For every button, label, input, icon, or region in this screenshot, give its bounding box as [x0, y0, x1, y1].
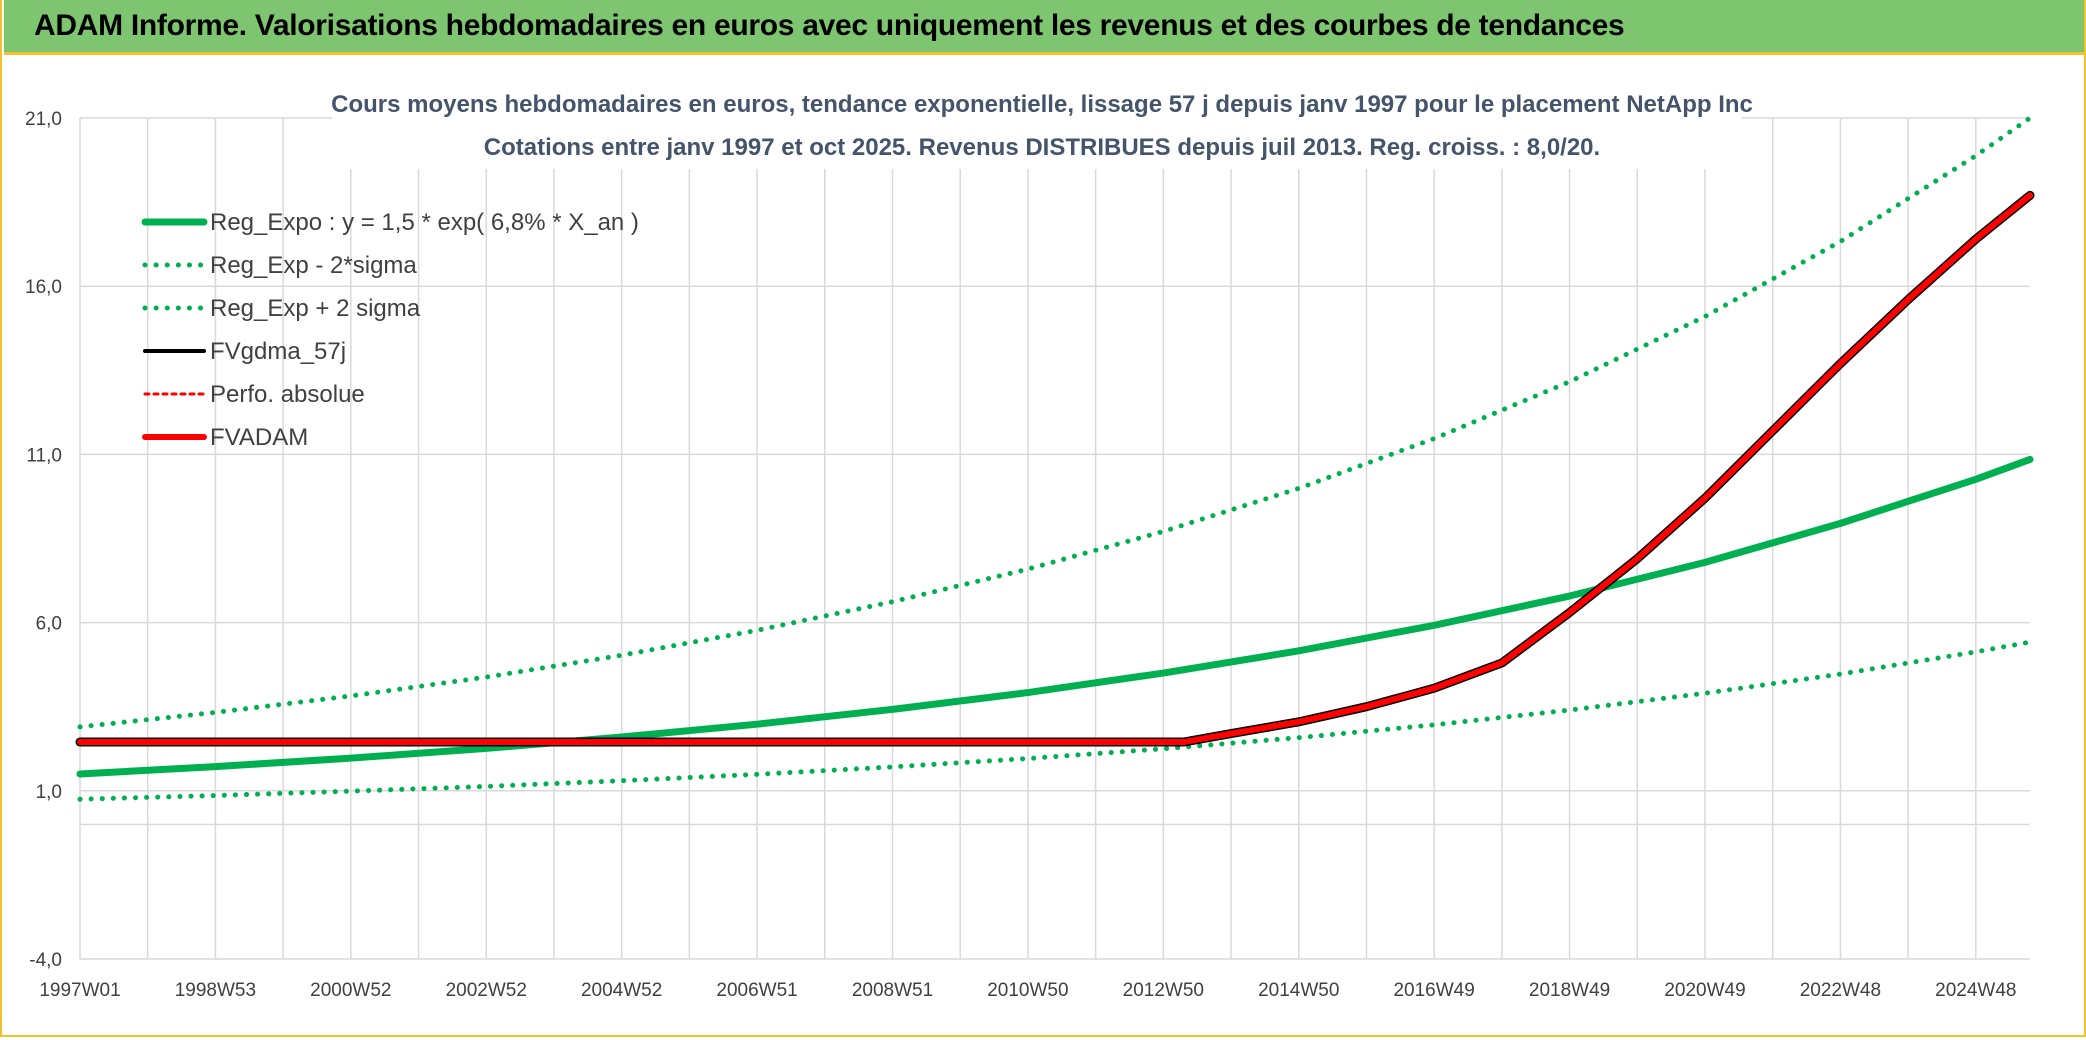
chart-subtitle: Cotations entre janv 1997 et oct 2025. R…: [484, 134, 1600, 161]
report-title: ADAM Informe. Valorisations hebdomadaire…: [34, 9, 1625, 42]
legend-reg-exp-minus: Reg_Exp - 2*sigma: [142, 252, 417, 279]
x-tick-label: 2006W51: [716, 980, 797, 1001]
legend-perfo-absolue: Perfo. absolue: [143, 381, 365, 408]
x-tick-label: 2004W52: [581, 980, 662, 1001]
legend-reg-exp-plus: Reg_Exp + 2 sigma: [142, 295, 421, 322]
grid-layer: [79, 117, 2030, 960]
legend-fvgdma: FVgdma_57j: [143, 338, 346, 365]
x-tick-label: 2008W51: [852, 980, 933, 1001]
x-tick-label: 2010W50: [987, 980, 1068, 1001]
y-tick-label: 16,0: [25, 277, 62, 298]
chart-area: -4,0 1,0 6,0 11,0 16,0 21,0 1997W01 1998W53 2000…: [2, 55, 2086, 1035]
x-tick-label: 1998W53: [175, 980, 256, 1001]
x-tick-label: 1997W01: [39, 980, 120, 1001]
y-tick-label: 11,0: [26, 445, 62, 466]
title-backdrop: [332, 85, 1742, 169]
x-tick-label: 2016W49: [1393, 980, 1474, 1001]
chart-title: Cours moyens hebdomadaires en euros, ten…: [331, 91, 1753, 118]
legend-label: Perfo. absolue: [210, 381, 365, 408]
valuation-chart: -4,0 1,0 6,0 11,0 16,0 21,0 1997W01 1998W53 2000…: [25, 85, 2035, 1001]
x-tick-label: 2018W49: [1529, 980, 1610, 1001]
x-tick-label: 2024W48: [1935, 980, 2016, 1001]
series-fvadam-line: [77, 192, 2033, 746]
legend-fvadam: FVADAM: [142, 424, 308, 451]
legend-label: FVgdma_57j: [210, 338, 346, 365]
axis-layer: -4,0 1,0 6,0 11,0 16,0 21,0 1997W01 1998W53 2000…: [25, 109, 2016, 1001]
legend-reg-expo: Reg_Expo : y = 1,5 * exp( 6,8% * X_an ): [141, 209, 639, 236]
y-tick-label: -4,0: [29, 950, 62, 971]
series-reg-exp-minus-line: [77, 639, 2033, 802]
y-tick-label: 21,0: [25, 109, 62, 130]
x-tick-label: 2020W49: [1664, 980, 1745, 1001]
series-reg-expo-line: [76, 455, 2034, 778]
legend-label: Reg_Exp - 2*sigma: [210, 252, 417, 279]
x-tick-label: 2000W52: [310, 980, 391, 1001]
x-tick-label: 2012W50: [1123, 980, 1204, 1001]
y-tick-label: 1,0: [36, 782, 62, 803]
series-reg-exp-plus-line: [77, 115, 2033, 730]
y-tick-label: 6,0: [36, 614, 62, 635]
series-layer: [75, 115, 2035, 802]
legend-label: Reg_Expo : y = 1,5 * exp( 6,8% * X_an ): [210, 209, 639, 236]
legend-label: FVADAM: [210, 424, 308, 451]
x-tick-label: 2014W50: [1258, 980, 1339, 1001]
chart-legend: Reg_Expo : y = 1,5 * exp( 6,8% * X_an ) R…: [141, 209, 639, 451]
x-tick-label: 2022W48: [1800, 980, 1881, 1001]
report-banner: ADAM Informe. Valorisations hebdomadaire…: [4, 0, 2084, 55]
x-tick-label: 2002W52: [446, 980, 527, 1001]
legend-label: Reg_Exp + 2 sigma: [210, 295, 421, 322]
